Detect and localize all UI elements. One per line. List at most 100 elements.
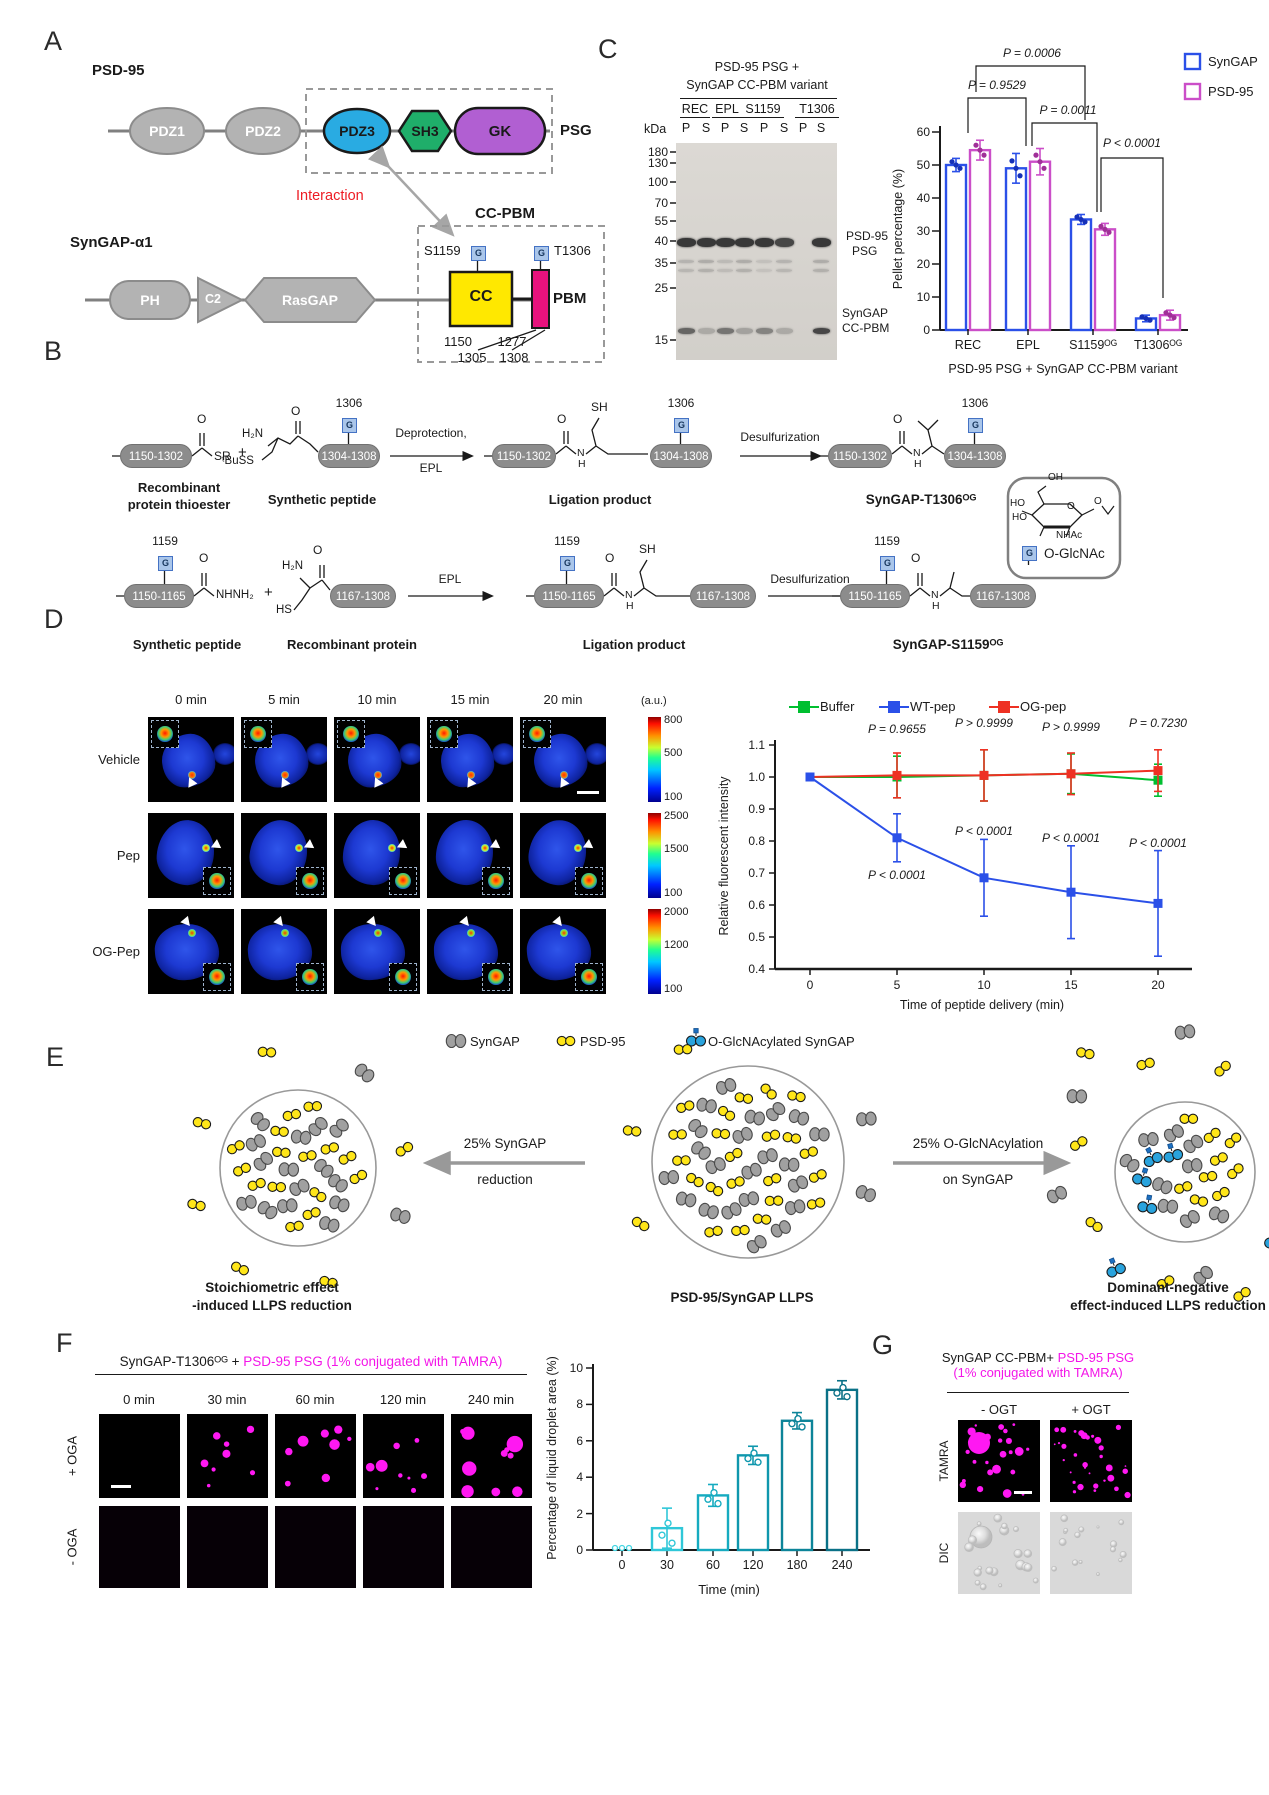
epl-label: EPL xyxy=(419,461,443,475)
pdz2-label: PDZ2 xyxy=(245,123,281,139)
g-image-tamra-- OGT xyxy=(958,1420,1040,1502)
tamra-droplet xyxy=(284,1480,291,1487)
d-marker-WT-pep xyxy=(1066,887,1076,897)
d-image-OG-Pep-5 min xyxy=(241,909,327,994)
f-image-oga-minus-120 min xyxy=(363,1506,444,1588)
syngap-molecule xyxy=(865,1111,877,1126)
molecule-yellow xyxy=(282,1108,302,1122)
desulfurization-label: Desulfurization xyxy=(740,430,820,444)
dic-droplet xyxy=(985,1566,994,1575)
d-marker-WT-pep xyxy=(1153,898,1163,908)
og-tag-stem xyxy=(1170,1148,1173,1152)
molecule-gray xyxy=(1152,1177,1173,1195)
syngap-molecule xyxy=(1171,1124,1184,1138)
d-image-Pep-5 min xyxy=(241,813,327,898)
molecule-gray xyxy=(675,1191,697,1208)
f-datapoint xyxy=(668,1539,676,1547)
syngap-molecule xyxy=(454,1033,467,1049)
gel-group-REC: REC xyxy=(680,102,710,118)
d-pvalue-wt: P < 0.0001 xyxy=(1042,831,1100,845)
tamra-droplet xyxy=(1069,1471,1072,1474)
g-image-dic-+ OGT xyxy=(1050,1512,1132,1594)
c-datapoint xyxy=(1078,216,1084,223)
molecule-gray xyxy=(691,1141,711,1160)
psd95-molecule xyxy=(240,1162,252,1173)
og-tag-stem xyxy=(1149,1152,1152,1156)
molecule-gray xyxy=(757,1148,778,1165)
gel-group-EPL: EPL xyxy=(712,102,742,118)
tamra-droplet xyxy=(329,1439,340,1450)
ladder-70: 70 xyxy=(654,196,668,210)
d-image-Pep-0 min xyxy=(148,813,234,898)
pbm-domain xyxy=(531,269,550,329)
tamra-droplet xyxy=(213,1432,221,1440)
caption-stoichiometric2: -induced LLPS reduction xyxy=(192,1298,352,1313)
molecule-gray xyxy=(314,1158,334,1178)
tamra-droplet xyxy=(984,1433,991,1441)
kda-label: kDa xyxy=(644,122,667,136)
c-pvalue-bracket xyxy=(967,97,1027,146)
tamra-droplet xyxy=(321,1473,331,1483)
molecule-yellow xyxy=(187,1198,206,1212)
sugar-substituents xyxy=(1021,485,1115,538)
cc-label: CC xyxy=(469,288,493,305)
residue-1305: 1305 xyxy=(457,350,487,365)
molecule-gray xyxy=(1193,1265,1213,1285)
molecule-gray xyxy=(855,1185,876,1203)
ladder-25: 25 xyxy=(654,281,668,295)
psd95-molecule xyxy=(1240,1286,1251,1298)
f-ylabel: Percentage of liquid droplet area (%) xyxy=(545,1356,559,1560)
zoom-inset xyxy=(523,720,551,748)
tamra-droplet xyxy=(976,1486,984,1493)
gel-header-underline xyxy=(680,98,837,99)
og-syngap-molecule xyxy=(1146,1202,1158,1215)
d-legend-swatch xyxy=(998,701,1010,713)
psd95-molecule xyxy=(1144,1057,1155,1068)
syngap-molecule xyxy=(1127,1159,1140,1173)
molecule-blue xyxy=(1264,1237,1269,1249)
og-tag xyxy=(1108,1257,1116,1265)
fluorescent-punctum xyxy=(373,771,382,780)
syngap-molecule xyxy=(265,1205,278,1220)
dic-droplet xyxy=(1119,1550,1127,1559)
psd95-molecule xyxy=(293,1220,304,1231)
molecule-gray xyxy=(741,1162,762,1180)
tamra-droplet xyxy=(1026,1447,1030,1451)
f-datapoint xyxy=(664,1519,672,1527)
psd95-molecule xyxy=(316,1191,327,1203)
c-ytick-label: 50 xyxy=(916,158,930,172)
protein-segment-box: 1150-1302 xyxy=(828,444,892,468)
psd95-molecule xyxy=(732,1147,743,1159)
d-pvalue-top: P = 0.9655 xyxy=(868,722,926,736)
c-datapoint xyxy=(1098,223,1104,229)
molecule-yellow xyxy=(734,1092,754,1104)
d-marker-OG-pep xyxy=(1153,766,1163,776)
d-marker-WT-pep xyxy=(979,873,989,883)
og-tag xyxy=(1141,1167,1149,1174)
d-col-header-10 min: 10 min xyxy=(357,692,397,707)
psd95-molecule xyxy=(682,1044,693,1055)
psd95-molecule xyxy=(265,1047,277,1058)
c-datapoint xyxy=(1017,173,1023,179)
f-image-oga-plus-0 min xyxy=(99,1414,180,1498)
molecule-yellow xyxy=(764,1195,784,1207)
tamra-droplet xyxy=(1053,1443,1056,1446)
psd95-molecule xyxy=(739,1224,750,1236)
psd95-molecule xyxy=(771,1173,782,1184)
molecule-yellow xyxy=(1136,1057,1155,1071)
psd95-molecule xyxy=(234,1140,245,1151)
syngap-molecule xyxy=(257,1118,270,1132)
c-pvalue: P < 0.0001 xyxy=(1103,136,1161,150)
h2n-group: H₂N xyxy=(242,428,264,440)
zoom-inset xyxy=(482,867,510,895)
molecule-gray xyxy=(289,1178,310,1196)
g-col-header-+ OGT: + OGT xyxy=(1071,1402,1111,1417)
dic-droplet xyxy=(1060,1514,1069,1523)
gel-band xyxy=(736,260,752,263)
f-datapoint xyxy=(754,1458,762,1466)
f-bar xyxy=(825,1388,859,1552)
zoom-inset xyxy=(482,963,510,991)
hydrazide-bond-r2 xyxy=(193,573,215,597)
d-xtick-label: 5 xyxy=(893,978,901,992)
cc-domain xyxy=(448,270,514,328)
